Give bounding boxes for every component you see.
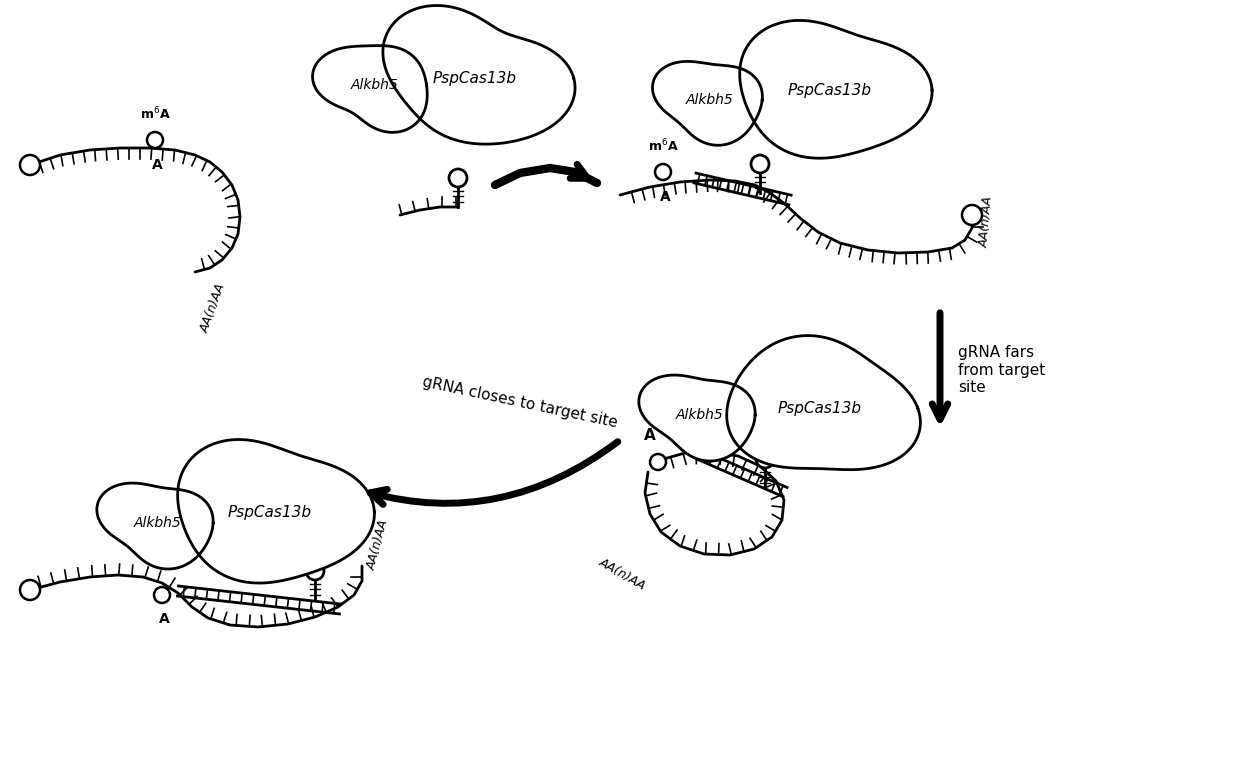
Text: Alkbh5: Alkbh5: [351, 78, 399, 92]
Circle shape: [650, 454, 666, 470]
Circle shape: [20, 155, 40, 175]
Polygon shape: [312, 45, 428, 132]
Polygon shape: [652, 62, 763, 146]
Circle shape: [751, 155, 769, 173]
Circle shape: [306, 562, 324, 580]
Text: AA(n)AA: AA(n)AA: [978, 196, 996, 248]
Polygon shape: [740, 21, 932, 158]
Text: A: A: [159, 612, 170, 626]
Circle shape: [756, 450, 774, 468]
Text: m$^6$A: m$^6$A: [647, 137, 678, 154]
Polygon shape: [177, 440, 374, 583]
Circle shape: [962, 205, 982, 225]
Circle shape: [655, 164, 671, 180]
Circle shape: [148, 132, 162, 148]
Polygon shape: [727, 336, 920, 470]
Text: gRNA closes to target site: gRNA closes to target site: [422, 374, 619, 430]
Polygon shape: [97, 483, 213, 569]
Text: Alkbh5: Alkbh5: [676, 408, 724, 422]
Text: AA(n)AA: AA(n)AA: [365, 519, 391, 572]
Text: A: A: [644, 428, 656, 443]
Text: gRNA fars
from target
site: gRNA fars from target site: [959, 345, 1045, 395]
Text: A: A: [151, 158, 162, 172]
Text: Alkbh5: Alkbh5: [134, 516, 182, 530]
Polygon shape: [383, 5, 575, 144]
Polygon shape: [639, 375, 755, 461]
Text: AA(n)AA: AA(n)AA: [198, 282, 228, 335]
Text: m$^6$A: m$^6$A: [140, 105, 170, 122]
Text: PspCas13b: PspCas13b: [228, 504, 312, 520]
Circle shape: [154, 587, 170, 603]
Text: AA(n)AA: AA(n)AA: [596, 555, 649, 592]
Text: PspCas13b: PspCas13b: [787, 82, 872, 98]
Text: A: A: [660, 190, 671, 204]
Text: Alkbh5: Alkbh5: [686, 93, 734, 107]
Circle shape: [449, 169, 467, 187]
Circle shape: [20, 580, 40, 600]
Text: PspCas13b: PspCas13b: [433, 71, 517, 85]
Text: PspCas13b: PspCas13b: [777, 400, 862, 416]
